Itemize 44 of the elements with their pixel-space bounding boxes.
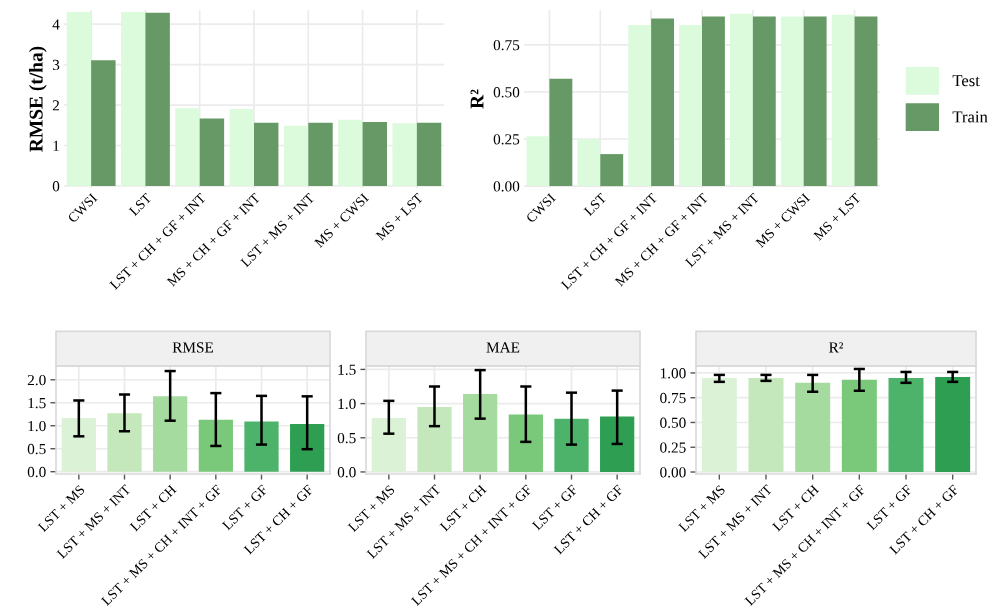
bar	[244, 421, 279, 472]
bar	[577, 139, 601, 187]
bar	[526, 136, 550, 187]
bar	[338, 119, 363, 186]
bar	[107, 413, 142, 472]
bar	[91, 60, 116, 186]
y-axis-title: R²	[470, 89, 484, 109]
y-axis-title: RMSE (t/ha)	[29, 46, 47, 152]
bar	[308, 122, 333, 186]
bar	[61, 417, 96, 472]
bar	[651, 18, 675, 187]
bar	[392, 123, 417, 186]
bar	[290, 423, 325, 472]
bar	[679, 25, 702, 187]
legend-label: Test	[952, 75, 980, 87]
bar	[554, 418, 589, 472]
bar	[752, 16, 776, 187]
bar	[803, 16, 827, 187]
bar	[600, 154, 624, 187]
bar	[831, 14, 855, 187]
bar	[229, 109, 254, 186]
bar	[628, 25, 652, 187]
bar	[175, 108, 200, 186]
bar	[508, 414, 543, 472]
legend-label: Train	[952, 111, 988, 123]
bar	[198, 419, 233, 472]
bar	[702, 16, 725, 187]
bar	[199, 118, 225, 186]
bar	[362, 122, 387, 186]
bar	[549, 78, 573, 187]
bar	[729, 13, 753, 187]
bar	[66, 12, 92, 186]
bar	[121, 12, 146, 186]
bar	[463, 394, 498, 472]
bar	[283, 125, 309, 186]
bar	[145, 12, 170, 186]
bar	[417, 407, 452, 472]
bar	[153, 396, 188, 472]
bar	[780, 16, 804, 187]
bar	[254, 122, 279, 186]
bar	[416, 122, 442, 186]
bar	[371, 417, 406, 472]
bar	[600, 416, 635, 472]
bar	[854, 16, 878, 187]
